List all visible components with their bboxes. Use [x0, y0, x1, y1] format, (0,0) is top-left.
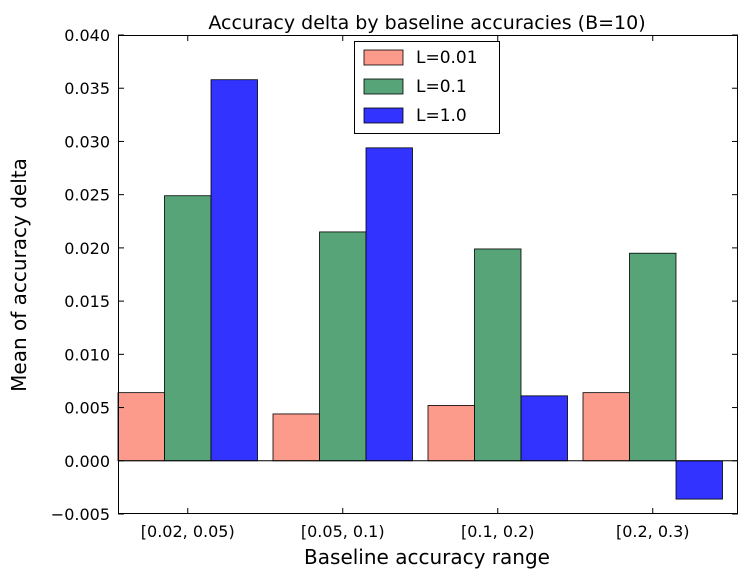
y-axis-label: Mean of accuracy delta [7, 158, 31, 392]
y-tick-label: 0.015 [64, 292, 110, 311]
y-tick-label: 0.040 [64, 26, 110, 45]
x-tick-label: [0.2, 0.3) [616, 522, 690, 541]
y-tick-label: 0.020 [64, 239, 110, 258]
x-axis-label: Baseline accuracy range [304, 545, 550, 569]
legend-label-L=1.0: L=1.0 [416, 106, 467, 126]
bar-L=1.0-[0.1, 0.2) [520, 395, 568, 462]
y-tick-label: −0.005 [51, 505, 110, 524]
y-tick-label: 0.035 [64, 79, 110, 98]
legend-label-L=0.1: L=0.1 [416, 77, 467, 97]
y-tick-label: 0.030 [64, 132, 110, 151]
bar-L=0.1-[0.2, 0.3) [629, 252, 677, 462]
axes-layer: −0.005 0.000 0.005 0.010 0.015 0.020 0.025 0.03… [51, 26, 738, 541]
bars-layer [117, 79, 723, 500]
chart-title: Accuracy delta by baseline accuracies (B… [208, 12, 645, 34]
x-tick-label: [0.02, 0.05) [141, 522, 235, 541]
bar-L=0.1-[0.02, 0.05) [164, 195, 212, 462]
y-tick-label: 0.000 [64, 452, 110, 471]
y-tick-label: 0.005 [64, 399, 110, 418]
bar-L=0.01-[0.1, 0.2) [427, 405, 475, 462]
legend-swatch-L=0.1 [363, 78, 404, 95]
bar-L=1.0-[0.2, 0.3) [675, 460, 723, 500]
bar-L=0.01-[0.02, 0.05) [117, 392, 165, 462]
x-tick-label: [0.1, 0.2) [461, 522, 535, 541]
bar-L=0.01-[0.05, 0.1) [272, 413, 320, 462]
y-tick-label: 0.010 [64, 345, 110, 364]
bar-L=1.0-[0.05, 0.1) [365, 147, 413, 462]
legend-label-L=0.01: L=0.01 [416, 48, 478, 68]
legend-swatch-L=1.0 [363, 107, 404, 124]
legend: L=0.01 L=0.1 L=1.0 [354, 41, 500, 134]
legend-swatch-L=0.01 [363, 49, 404, 66]
x-tick-label: [0.05, 0.1) [301, 522, 385, 541]
bar-L=0.1-[0.05, 0.1) [319, 231, 367, 462]
bar-L=0.01-[0.2, 0.3) [582, 392, 630, 462]
bar-L=1.0-[0.02, 0.05) [210, 79, 258, 462]
y-tick-label: 0.025 [64, 186, 110, 205]
plot-frame [118, 35, 738, 514]
bar-L=0.1-[0.1, 0.2) [474, 248, 522, 462]
